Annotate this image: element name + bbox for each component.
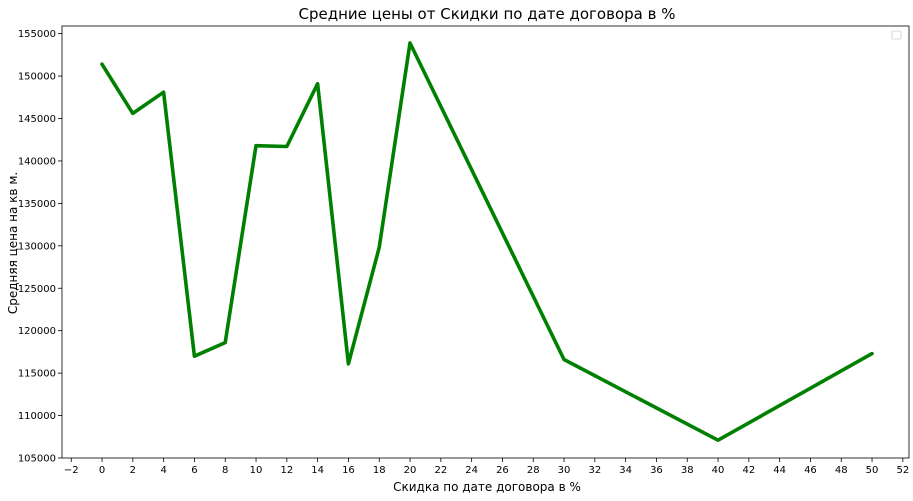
plot-area: −2 0 2 4 6 8 10 12 14 16 18 20 22 24 26 28 30 32 34 36 38 40 4… xyxy=(18,25,910,476)
x-axis-label: Скидка по дате договора в % xyxy=(393,480,581,494)
x-tick-label: 36 xyxy=(650,465,663,476)
y-tick-label: 115000 xyxy=(18,369,56,380)
x-tick-label: 28 xyxy=(527,465,540,476)
x-tick-label: 24 xyxy=(465,465,478,476)
x-tick-label: 48 xyxy=(835,465,848,476)
y-axis-label: Средняя цена на кв м. xyxy=(6,172,20,314)
x-tick-label: 10 xyxy=(250,465,263,476)
y-tick-label: 120000 xyxy=(18,326,56,337)
y-tick-label: 110000 xyxy=(18,411,56,422)
x-tick-label: 14 xyxy=(311,465,324,476)
x-tick-label: 52 xyxy=(896,465,909,476)
x-tick-label: 38 xyxy=(681,465,694,476)
y-tick-label: 150000 xyxy=(18,72,56,83)
y-tick-label: 105000 xyxy=(18,454,56,465)
x-tick-label: 20 xyxy=(404,465,417,476)
x-tick-label: 0 xyxy=(99,465,105,476)
x-tick-label: 18 xyxy=(373,465,386,476)
y-tick-label: 145000 xyxy=(18,114,56,125)
y-tick-label: 130000 xyxy=(18,241,56,252)
x-tick-label: 4 xyxy=(160,465,166,476)
x-tick-label: −2 xyxy=(64,465,79,476)
x-tick-label: 42 xyxy=(742,465,755,476)
series-line xyxy=(100,41,874,443)
x-tick-label: 34 xyxy=(619,465,632,476)
y-tick-label: 140000 xyxy=(18,156,56,167)
y-tick-label: 155000 xyxy=(18,29,56,40)
x-tick-label: 16 xyxy=(342,465,355,476)
x-tick-label: 2 xyxy=(130,465,136,476)
legend-box xyxy=(891,30,902,40)
y-tick-label: 125000 xyxy=(18,284,56,295)
x-tick-label: 22 xyxy=(434,465,447,476)
x-tick-label: 12 xyxy=(280,465,293,476)
y-tick-label: 135000 xyxy=(18,199,56,210)
chart-title: Средние цены от Скидки по дате договора … xyxy=(299,5,676,23)
x-tick-label: 40 xyxy=(712,465,725,476)
plot-frame xyxy=(61,25,910,459)
x-tick-label: 30 xyxy=(558,465,571,476)
x-tick-label: 6 xyxy=(191,465,197,476)
x-tick-label: 32 xyxy=(588,465,601,476)
x-tick-label: 8 xyxy=(222,465,228,476)
x-tick-label: 26 xyxy=(496,465,509,476)
x-tick-label: 50 xyxy=(866,465,879,476)
x-tick-label: 44 xyxy=(773,465,786,476)
x-tick-label: 46 xyxy=(804,465,817,476)
